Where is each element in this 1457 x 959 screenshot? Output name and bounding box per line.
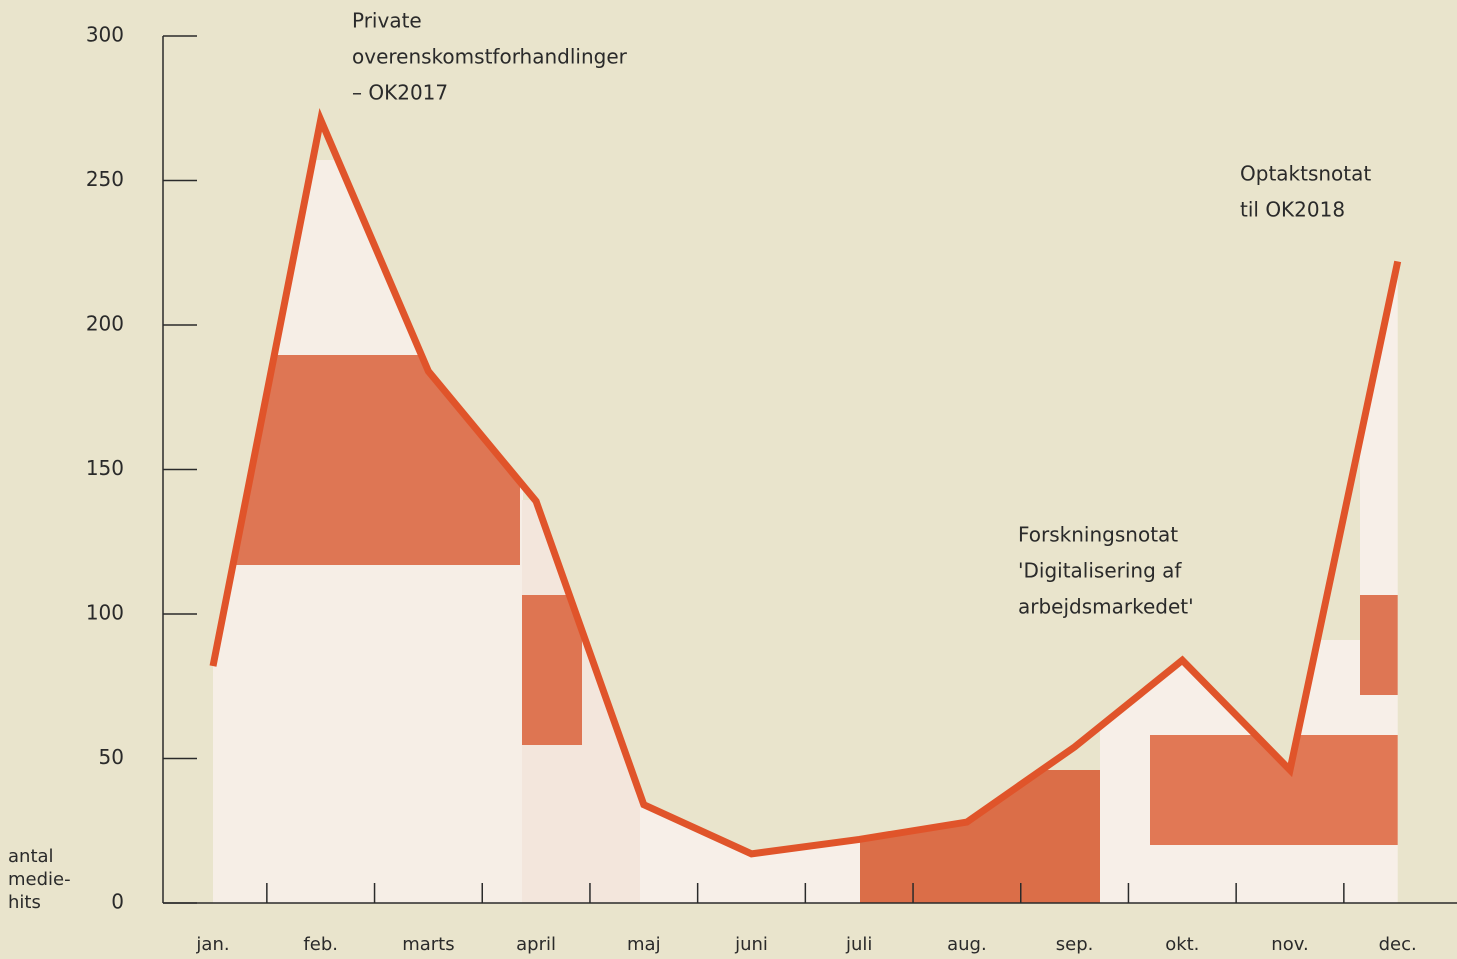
x-tick-label: aug. — [947, 934, 987, 955]
annotation: til OK2018 — [1240, 198, 1345, 222]
chart: 0 50 100 150 200 250 300 antalmedie-hits jan. feb… — [0, 0, 1457, 959]
annotation: arbejdsmarkedet' — [1018, 595, 1194, 619]
collage — [213, 160, 1457, 905]
annotation: overenskomstforhandlinger — [352, 45, 628, 69]
y-axis-label: antal — [8, 846, 54, 867]
annotation: – OK2017 — [352, 81, 448, 105]
x-tick-label: nov. — [1271, 934, 1308, 955]
y-tick-label: 0 — [111, 890, 124, 914]
y-tick-label: 300 — [86, 23, 124, 47]
x-tick-label: okt. — [1165, 934, 1199, 955]
annotation: 'Digitalisering af — [1018, 559, 1182, 583]
y-tick-label: 200 — [86, 312, 124, 336]
x-tick-label: jan. — [195, 934, 229, 955]
annotation: Private — [352, 9, 422, 33]
y-tick-label: 100 — [86, 601, 124, 625]
x-tick-label: juni — [734, 934, 768, 955]
x-tick-label: sep. — [1056, 934, 1094, 955]
x-tick-label: juli — [845, 934, 872, 955]
x-tick-label: dec. — [1379, 934, 1417, 955]
y-tick-label: 150 — [86, 456, 124, 480]
y-tick-label: 50 — [99, 745, 124, 769]
annotation: Forskningsnotat — [1018, 523, 1178, 547]
x-tick-label: marts — [402, 934, 454, 955]
x-tick-label: april — [516, 934, 556, 955]
x-tick-label: feb. — [303, 934, 338, 955]
y-tick-label: 250 — [86, 167, 124, 191]
y-axis-label: medie- — [8, 869, 71, 890]
y-axis-label: hits — [8, 892, 41, 913]
annotation: Optaktsnotat — [1240, 162, 1371, 186]
x-tick-label: maj — [627, 934, 661, 955]
